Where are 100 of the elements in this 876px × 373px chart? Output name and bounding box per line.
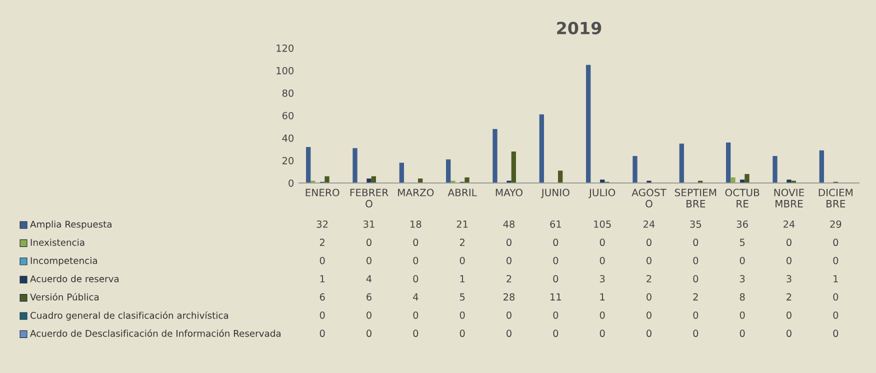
bar (306, 147, 311, 183)
data-label: 2 (693, 293, 698, 300)
data-label: 0 (600, 311, 605, 319)
data-label: 0 (646, 293, 652, 301)
x-tick-label: OCTUB RE (725, 188, 760, 208)
y-tick-label: 20 (282, 156, 294, 164)
data-label: 0 (786, 256, 792, 264)
bar (558, 170, 563, 183)
data-label: 0 (740, 256, 745, 264)
bar (819, 150, 824, 183)
x-tick-label: MAYO (496, 188, 522, 196)
data-label: 2 (786, 293, 792, 300)
data-label: 18 (410, 220, 422, 228)
legend-label: Acuerdo de Desclasificación de Información Reservada (30, 329, 280, 337)
data-label: 28 (504, 293, 515, 301)
data-label: 2 (460, 238, 464, 246)
bar (632, 156, 638, 183)
y-tick-label: 40 (282, 134, 294, 142)
data-label: 61 (550, 220, 561, 228)
data-label: 11 (550, 293, 561, 300)
x-tick-label: ENERO (306, 188, 340, 196)
legend-label: Inexistencia (30, 238, 84, 246)
data-label: 0 (460, 330, 465, 338)
bar (511, 152, 516, 183)
x-tick-label: ABRIL (448, 188, 477, 196)
data-label: 0 (786, 238, 792, 246)
data-label: 0 (320, 330, 325, 338)
y-tick-label: 80 (282, 89, 294, 97)
data-label: 4 (366, 275, 372, 282)
bar (366, 178, 372, 183)
data-label: 0 (320, 311, 325, 319)
data-label: 8 (740, 293, 745, 301)
data-label: 0 (506, 330, 512, 338)
data-label: 6 (366, 293, 372, 301)
y-tick-label: 100 (276, 66, 294, 74)
data-label: 105 (594, 220, 611, 228)
data-label: 0 (553, 238, 558, 246)
bar (679, 144, 684, 183)
data-label: 0 (833, 311, 838, 319)
data-label: 0 (833, 238, 838, 246)
data-label: 0 (413, 256, 418, 264)
bar (744, 174, 750, 183)
legend-label: Incompetencia (30, 256, 97, 266)
chart-title: 2019 (557, 22, 602, 34)
data-label: 0 (320, 256, 325, 264)
data-label: 0 (506, 256, 512, 264)
data-label: 0 (553, 256, 558, 264)
data-label: 0 (600, 238, 605, 246)
data-label: 0 (693, 275, 698, 282)
data-label: 0 (600, 256, 605, 264)
x-tick-label: JULIO (588, 188, 616, 198)
data-label: 0 (693, 311, 698, 319)
data-label: 2 (320, 238, 324, 246)
bar (586, 64, 591, 183)
data-label: 0 (646, 330, 652, 338)
data-label: 0 (693, 330, 698, 338)
data-label: 48 (503, 220, 515, 228)
data-label: 0 (833, 293, 838, 301)
legend-label: Cuadro general de clasificación archivística (30, 311, 228, 321)
x-tick-label: AGOST O (632, 188, 666, 208)
data-label: 29 (830, 220, 842, 228)
y-tick-label: 0 (288, 179, 294, 187)
data-label: 0 (366, 256, 372, 264)
data-label: 1 (320, 275, 325, 282)
data-label: 1 (834, 275, 838, 282)
data-label: 0 (646, 311, 652, 319)
bar (492, 129, 498, 183)
data-label: 0 (786, 330, 792, 338)
data-label: 0 (646, 238, 652, 246)
data-label: 36 (736, 220, 748, 228)
bar (539, 114, 544, 183)
data-label: 4 (413, 293, 418, 300)
bar (730, 177, 736, 183)
data-label: 0 (740, 330, 745, 338)
x-tick-label: DICIEM BRE (818, 188, 852, 208)
y-tick-label: 120 (276, 44, 294, 52)
bar (399, 162, 404, 183)
data-label: 0 (553, 311, 558, 319)
x-tick-label: JUNIO (540, 188, 570, 198)
legend-label: Amplia Respuesta (30, 220, 112, 230)
data-label: 2 (646, 275, 652, 282)
bar (786, 180, 792, 183)
data-label: 3 (740, 275, 745, 282)
x-tick-label: NOVIE MBRE (774, 188, 804, 208)
data-label: 0 (506, 311, 512, 319)
data-label: 0 (553, 330, 558, 338)
data-label: 0 (600, 330, 605, 338)
data-label: 24 (644, 220, 655, 228)
data-label: 0 (366, 311, 372, 319)
x-tick-label: FEBRER O (350, 188, 388, 208)
data-label: 31 (364, 220, 374, 228)
data-label: 0 (833, 256, 838, 264)
data-label: 1 (460, 275, 465, 282)
data-label: 3 (600, 275, 605, 282)
data-label: 2 (506, 275, 512, 282)
bar (772, 156, 778, 183)
data-label: 0 (693, 256, 698, 264)
data-label: 35 (690, 220, 702, 228)
data-label: 0 (786, 311, 792, 319)
x-tick-label: MARZO (398, 188, 434, 196)
